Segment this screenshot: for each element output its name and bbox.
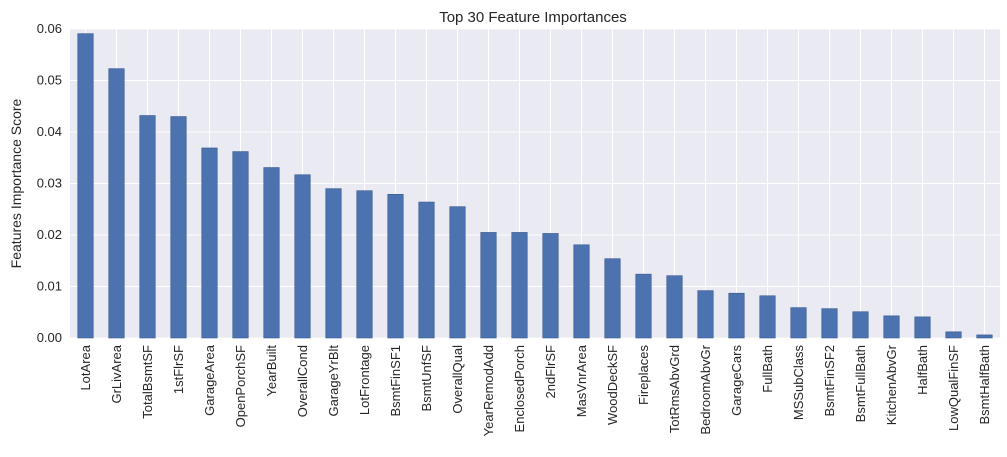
bar-GarageYrBlt xyxy=(325,188,342,339)
x-tick-label: EnclosedPorch xyxy=(512,345,527,432)
bar-OverallCond xyxy=(294,174,311,339)
bar-TotRmsAbvGrd xyxy=(666,275,683,339)
bar-BsmtFullBath xyxy=(852,311,869,339)
bar-2ndFlrSF xyxy=(542,233,559,339)
x-tick-label: GarageCars xyxy=(729,345,744,416)
bars xyxy=(77,33,993,339)
bar-BedroomAbvGr xyxy=(697,290,714,339)
bar-BsmtUnfSF xyxy=(418,201,435,339)
bar-YearBuilt xyxy=(263,167,280,339)
bar-HalfBath xyxy=(914,316,931,339)
x-tick-label: LotArea xyxy=(78,344,93,390)
y-tick-label: 0.02 xyxy=(37,227,62,242)
x-tick-label: BedroomAbvGr xyxy=(698,344,713,434)
x-tick-label: BsmtHalfBath xyxy=(977,345,992,424)
x-tick-label: GarageYrBlt xyxy=(326,345,341,417)
x-tick-label: 1stFlrSF xyxy=(171,345,186,394)
bar-OverallQual xyxy=(449,206,466,339)
x-tick-labels: LotArea GrLivArea TotalBsmtSF 1stFlrSF Garag… xyxy=(78,344,992,436)
bar-GarageArea xyxy=(201,147,218,339)
x-tick-label: WoodDeckSF xyxy=(605,345,620,425)
x-tick-label: HalfBath xyxy=(915,345,930,395)
x-tick-label: YearRemodAdd xyxy=(481,345,496,436)
x-tick-label: FullBath xyxy=(760,345,775,393)
bar-MasVnrArea xyxy=(573,244,590,339)
x-tick-label: KitchenAbvGr xyxy=(884,344,899,425)
x-tick-label: LowQualFinSF xyxy=(946,345,961,431)
y-tick-labels: 0.00 0.01 0.02 0.03 0.04 0.05 0.06 xyxy=(37,21,62,345)
bar-Fireplaces xyxy=(635,273,652,339)
x-tick-label: OverallCond xyxy=(295,345,310,417)
x-tick-label: LotFrontage xyxy=(357,345,372,415)
bar-LotArea xyxy=(77,33,94,339)
chart-title: Top 30 Feature Importances xyxy=(439,9,627,26)
y-axis-label: Features Importance Score xyxy=(8,98,24,268)
bar-WoodDeckSF xyxy=(604,258,621,339)
y-tick-label: 0.06 xyxy=(37,21,62,36)
bar-TotalBsmtSF xyxy=(139,115,156,339)
bar-1stFlrSF xyxy=(170,116,187,339)
x-tick-label: 2ndFlrSF xyxy=(543,345,558,399)
x-tick-label: OpenPorchSF xyxy=(233,345,248,427)
x-tick-label: MasVnrArea xyxy=(574,344,589,417)
bar-OpenPorchSF xyxy=(232,151,249,339)
bar-KitchenAbvGr xyxy=(883,315,900,339)
bar-BsmtFinSF2 xyxy=(821,308,838,339)
bar-EnclosedPorch xyxy=(511,232,528,339)
y-tick-label: 0.05 xyxy=(37,73,62,88)
x-tick-label: TotalBsmtSF xyxy=(140,345,155,419)
x-tick-label: GarageArea xyxy=(202,344,217,416)
y-tick-label: 0.04 xyxy=(37,124,62,139)
x-tick-label: BsmtFinSF2 xyxy=(822,345,837,417)
bar-FullBath xyxy=(759,295,776,339)
x-tick-label: BsmtFullBath xyxy=(853,345,868,422)
x-tick-label: MSSubClass xyxy=(791,345,806,421)
x-tick-label: BsmtFinSF1 xyxy=(388,345,403,417)
bar-BsmtHalfBath xyxy=(976,334,993,339)
y-tick-label: 0.01 xyxy=(37,279,62,294)
bar-BsmtFinSF1 xyxy=(387,194,404,339)
y-tick-label: 0.00 xyxy=(37,330,62,345)
x-tick-label: BsmtUnfSF xyxy=(419,345,434,412)
bar-GarageCars xyxy=(728,292,745,339)
bar-YearRemodAdd xyxy=(480,232,497,339)
x-tick-label: YearBuilt xyxy=(264,345,279,397)
x-tick-label: TotRmsAbvGrd xyxy=(667,345,682,433)
x-tick-label: Fireplaces xyxy=(636,345,651,405)
bar-MSSubClass xyxy=(790,307,807,339)
x-tick-label: OverallQual xyxy=(450,345,465,414)
bar-LowQualFinSF xyxy=(945,331,962,339)
x-tick-label: GrLivArea xyxy=(109,344,124,403)
bar-GrLivArea xyxy=(108,68,125,339)
y-tick-label: 0.03 xyxy=(37,176,62,191)
bar-LotFrontage xyxy=(356,190,373,339)
